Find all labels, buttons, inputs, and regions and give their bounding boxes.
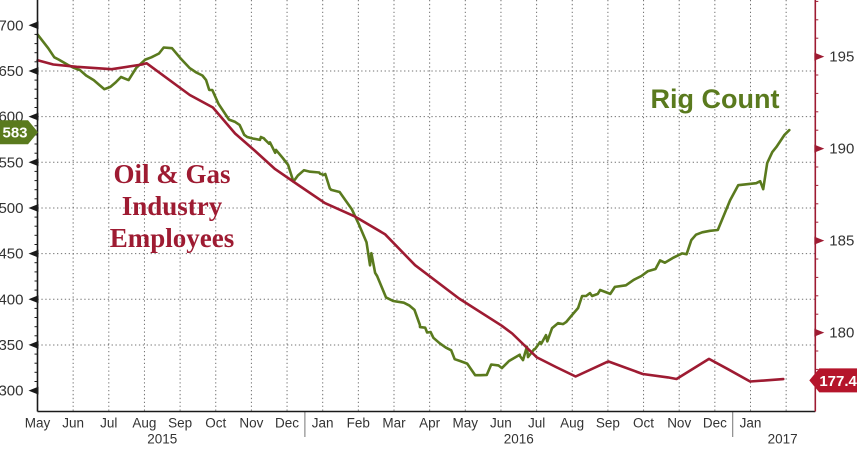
svg-text:Sep: Sep — [596, 416, 620, 431]
svg-text:Apr: Apr — [419, 416, 441, 431]
svg-text:Rig Count: Rig Count — [651, 84, 780, 114]
svg-text:2017: 2017 — [768, 432, 798, 447]
svg-text:2016: 2016 — [504, 432, 534, 447]
svg-text:Dec: Dec — [703, 416, 727, 431]
svg-text:May: May — [453, 416, 479, 431]
svg-text:Jul: Jul — [528, 416, 545, 431]
svg-text:Mar: Mar — [382, 416, 406, 431]
svg-text:Employees: Employees — [110, 223, 235, 253]
svg-text:Oct: Oct — [633, 416, 654, 431]
svg-text:Industry: Industry — [122, 191, 223, 221]
svg-text:350: 350 — [0, 337, 24, 354]
svg-text:Oct: Oct — [205, 416, 226, 431]
svg-text:180: 180 — [829, 325, 854, 342]
svg-text:May: May — [25, 416, 51, 431]
svg-text:Sep: Sep — [168, 416, 192, 431]
svg-text:195: 195 — [829, 49, 854, 66]
svg-text:Feb: Feb — [347, 416, 370, 431]
svg-text:185: 185 — [829, 233, 854, 250]
svg-text:177.4: 177.4 — [819, 373, 857, 390]
svg-text:Nov: Nov — [239, 416, 263, 431]
svg-text:Jul: Jul — [100, 416, 117, 431]
svg-text:650: 650 — [0, 63, 24, 80]
svg-text:Aug: Aug — [132, 416, 156, 431]
svg-text:Jan: Jan — [312, 416, 334, 431]
svg-text:Jun: Jun — [62, 416, 84, 431]
svg-text:700: 700 — [0, 17, 24, 34]
svg-text:583: 583 — [2, 125, 27, 142]
svg-text:Oil & Gas: Oil & Gas — [113, 159, 230, 189]
svg-text:300: 300 — [0, 383, 24, 400]
svg-text:Jan: Jan — [740, 416, 762, 431]
svg-text:190: 190 — [829, 141, 854, 158]
svg-text:Aug: Aug — [560, 416, 584, 431]
svg-text:550: 550 — [0, 154, 24, 171]
svg-text:Dec: Dec — [275, 416, 299, 431]
svg-text:400: 400 — [0, 291, 24, 308]
svg-text:500: 500 — [0, 200, 24, 217]
svg-text:Nov: Nov — [667, 416, 691, 431]
svg-text:450: 450 — [0, 246, 24, 263]
svg-text:2015: 2015 — [147, 432, 177, 447]
svg-text:Jun: Jun — [490, 416, 512, 431]
